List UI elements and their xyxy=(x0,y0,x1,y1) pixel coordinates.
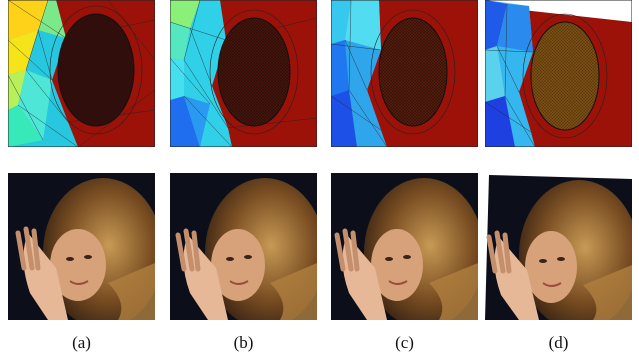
portrait-photo-b xyxy=(170,173,317,320)
photo-panel-d xyxy=(485,173,632,320)
caption-d: (d) xyxy=(548,333,569,352)
mesh-panel-d xyxy=(485,0,632,147)
caption-a: (a) xyxy=(72,333,91,352)
portrait-photo-a xyxy=(8,173,155,320)
caption-b: (b) xyxy=(233,333,254,352)
portrait-photo-c xyxy=(331,173,478,320)
mesh-image-d xyxy=(485,0,632,147)
portrait-photo-d xyxy=(485,173,632,320)
mesh-image-b xyxy=(170,0,317,147)
mesh-image-a xyxy=(8,0,155,147)
photo-panel-c xyxy=(331,173,478,320)
photo-panel-a xyxy=(8,173,155,320)
mesh-panel-a xyxy=(8,0,155,147)
photo-panel-b xyxy=(170,173,317,320)
mesh-panel-c xyxy=(331,0,478,147)
mesh-panel-b xyxy=(170,0,317,147)
mesh-image-c xyxy=(331,0,478,147)
caption-c: (c) xyxy=(395,333,414,352)
